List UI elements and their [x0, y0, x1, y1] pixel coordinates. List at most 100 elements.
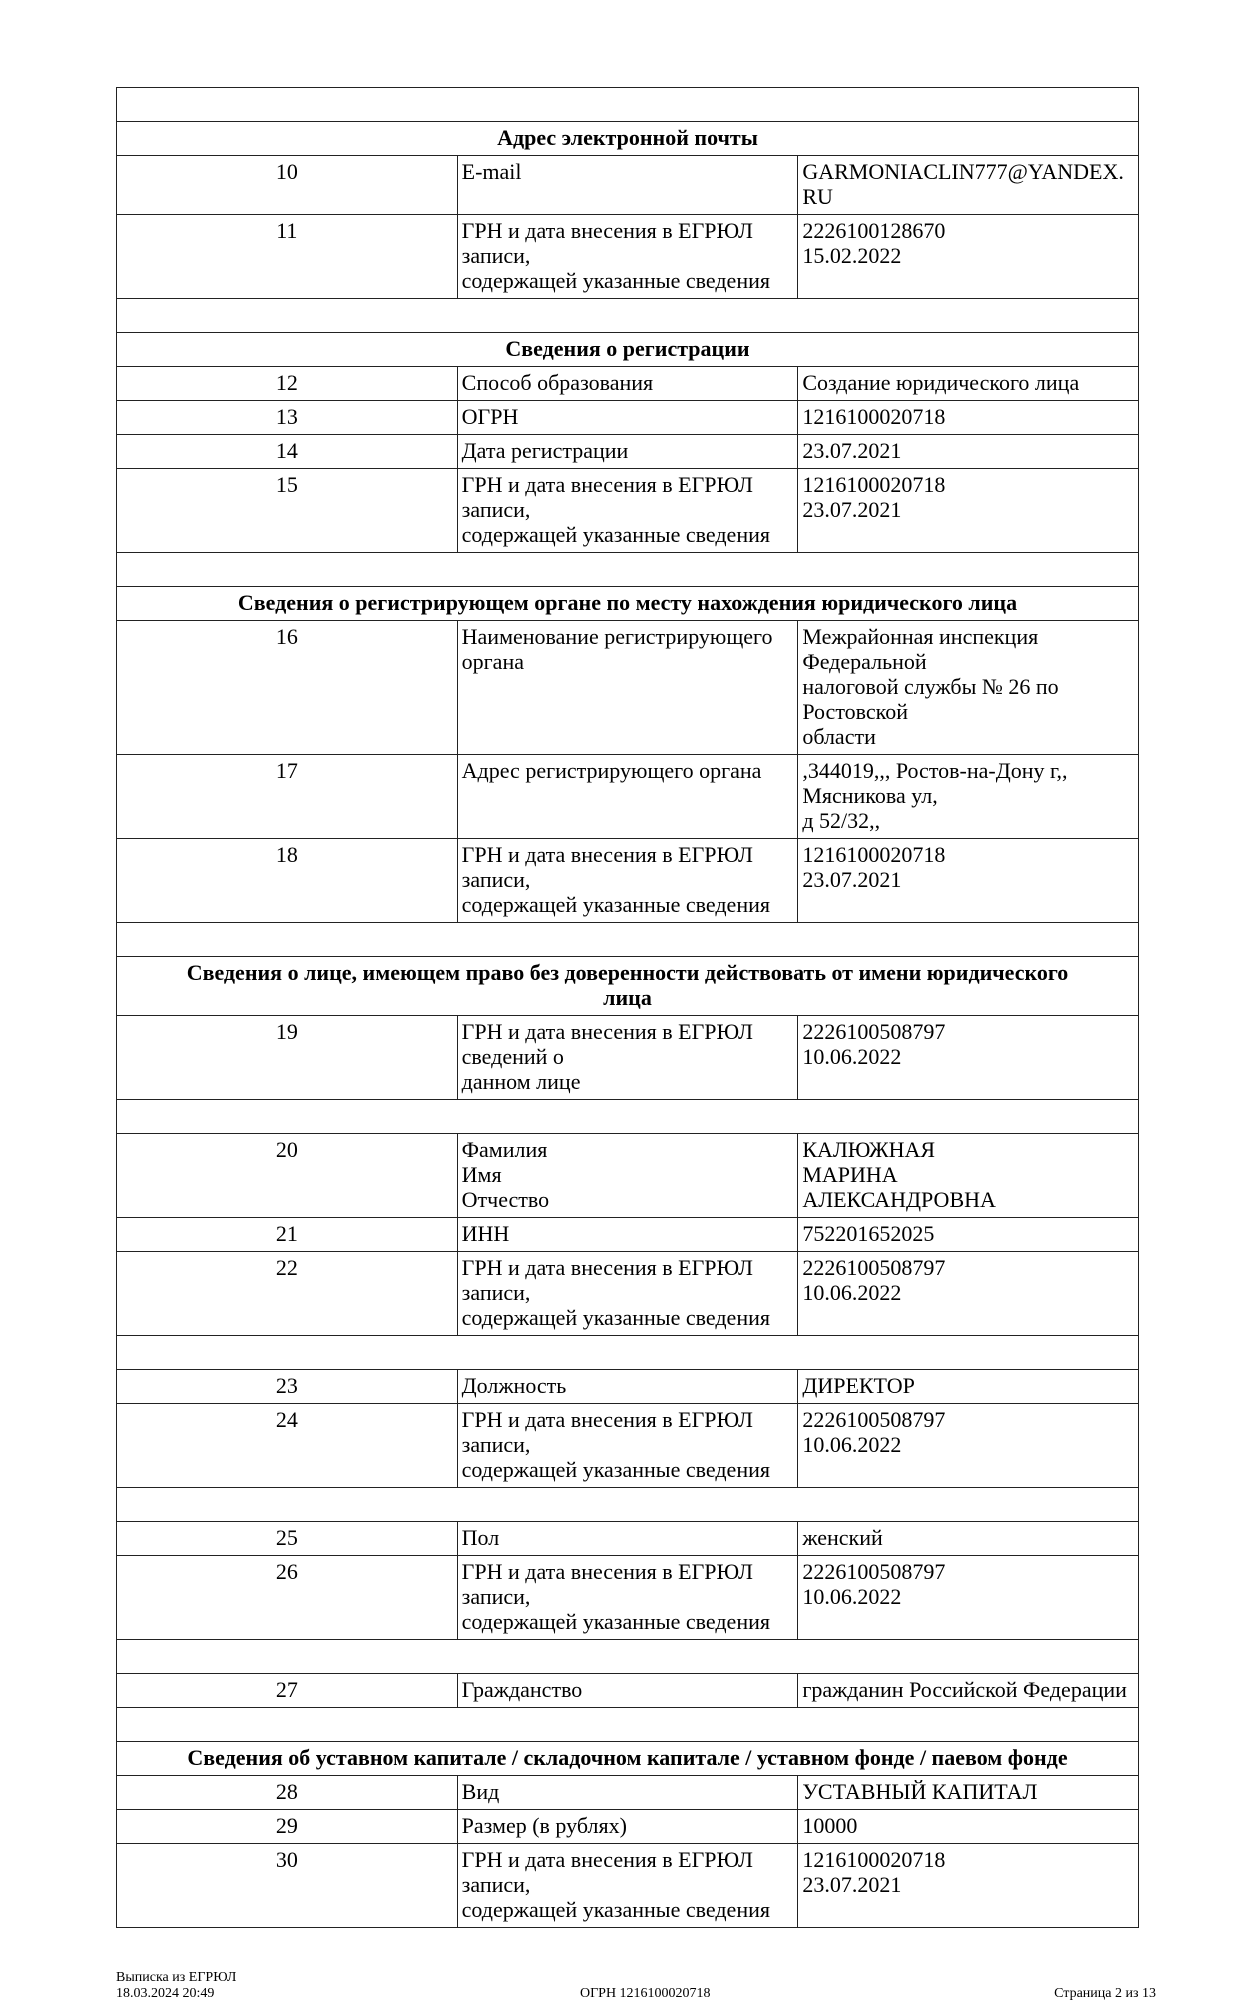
table-row: 21 ИНН 752201652025 — [116, 1217, 1139, 1252]
row-number: 13 — [116, 400, 458, 435]
row-value: 1216100020718 — [797, 400, 1139, 435]
row-value: 2226100508797 10.06.2022 — [797, 1403, 1139, 1488]
empty-row — [116, 298, 1139, 333]
footer-datetime: 18.03.2024 20:49 — [116, 1986, 215, 2001]
row-value: 10000 — [797, 1809, 1139, 1844]
row-value: 2226100508797 10.06.2022 — [797, 1251, 1139, 1336]
row-value: ДИРЕКТОР — [797, 1369, 1139, 1404]
row-label: ГРН и дата внесения в ЕГРЮЛ записи, соде… — [456, 1555, 799, 1640]
empty-row — [116, 1707, 1139, 1742]
empty-cell — [116, 1487, 1139, 1522]
row-number: 23 — [116, 1369, 458, 1404]
row-value: женский — [797, 1521, 1139, 1556]
row-value: 1216100020718 23.07.2021 — [797, 838, 1139, 923]
row-label: ГРН и дата внесения в ЕГРЮЛ записи, соде… — [456, 838, 799, 923]
row-value: 2226100508797 10.06.2022 — [797, 1555, 1139, 1640]
empty-row — [116, 552, 1139, 587]
row-value: 2226100508797 10.06.2022 — [797, 1015, 1139, 1100]
row-label: ИНН — [456, 1217, 799, 1252]
empty-cell — [116, 298, 1139, 333]
row-number: 27 — [116, 1673, 458, 1708]
row-value: Межрайонная инспекция Федеральной налого… — [797, 620, 1139, 755]
row-label: ГРН и дата внесения в ЕГРЮЛ записи, соде… — [456, 1843, 799, 1928]
row-number: 28 — [116, 1775, 458, 1810]
row-label: Размер (в рублях) — [456, 1809, 799, 1844]
row-number: 10 — [116, 155, 458, 215]
table-row: 17 Адрес регистрирующего органа ,344019,,,… — [116, 754, 1139, 839]
row-label: ГРН и дата внесения в ЕГРЮЛ записи, соде… — [456, 1251, 799, 1336]
empty-row — [116, 1487, 1139, 1522]
section-title: Сведения о регистрации — [116, 332, 1139, 367]
table-row: 23 Должность ДИРЕКТОР — [116, 1369, 1139, 1404]
row-number: 22 — [116, 1251, 458, 1336]
row-label: ГРН и дата внесения в ЕГРЮЛ записи, соде… — [456, 468, 799, 553]
table-row: 13 ОГРН 1216100020718 — [116, 400, 1139, 435]
empty-row — [116, 1639, 1139, 1674]
row-value: 1216100020718 23.07.2021 — [797, 468, 1139, 553]
row-label: Пол — [456, 1521, 799, 1556]
empty-row — [116, 1335, 1139, 1370]
table-row: 30 ГРН и дата внесения в ЕГРЮЛ записи, со… — [116, 1843, 1139, 1928]
row-number: 30 — [116, 1843, 458, 1928]
empty-cell — [116, 1335, 1139, 1370]
section-header-row: Адрес электронной почты — [116, 121, 1139, 156]
row-label: E-mail — [456, 155, 799, 215]
table-row: 28 Вид УСТАВНЫЙ КАПИТАЛ — [116, 1775, 1139, 1810]
section-header-row: Сведения о регистрации — [116, 332, 1139, 367]
section-title: Сведения о регистрирующем органе по мест… — [116, 586, 1139, 621]
empty-cell — [116, 1099, 1139, 1134]
row-value: 2226100128670 15.02.2022 — [797, 214, 1139, 299]
row-number: 26 — [116, 1555, 458, 1640]
row-number: 18 — [116, 838, 458, 923]
row-label: Наименование регистрирующего органа — [456, 620, 799, 755]
section-header-row: Сведения об уставном капитале / складочн… — [116, 1741, 1139, 1776]
table-row: 18 ГРН и дата внесения в ЕГРЮЛ записи, со… — [116, 838, 1139, 923]
empty-cell — [116, 1639, 1139, 1674]
row-value: ,344019,,, Ростов-на-Дону г,, Мясникова … — [797, 754, 1139, 839]
row-number: 12 — [116, 366, 458, 401]
empty-row — [116, 87, 1139, 122]
egrul-table: Адрес электронной почты 10 E-mail GARMONIAC… — [116, 87, 1139, 1928]
row-value: GARMONIACLIN777@YANDEX.RU — [797, 155, 1139, 215]
row-label: ОГРН — [456, 400, 799, 435]
row-value: УСТАВНЫЙ КАПИТАЛ — [797, 1775, 1139, 1810]
row-number: 14 — [116, 434, 458, 469]
footer-page-number: Страница 2 из 13 — [1054, 1986, 1156, 2001]
row-value: гражданин Российской Федерации — [797, 1673, 1139, 1708]
table-row: 16 Наименование регистрирующего органа Меж… — [116, 620, 1139, 755]
row-label: Адрес регистрирующего органа — [456, 754, 799, 839]
row-label: Способ образования — [456, 366, 799, 401]
row-number: 24 — [116, 1403, 458, 1488]
row-value: 752201652025 — [797, 1217, 1139, 1252]
table-row: 26 ГРН и дата внесения в ЕГРЮЛ записи, со… — [116, 1555, 1139, 1640]
row-number: 20 — [116, 1133, 458, 1218]
row-value: 1216100020718 23.07.2021 — [797, 1843, 1139, 1928]
row-label: Вид — [456, 1775, 799, 1810]
row-number: 16 — [116, 620, 458, 755]
row-label: ГРН и дата внесения в ЕГРЮЛ сведений о д… — [456, 1015, 799, 1100]
table-row: 29 Размер (в рублях) 10000 — [116, 1809, 1139, 1844]
footer-doc-name: Выписка из ЕГРЮЛ — [116, 1970, 237, 1985]
section-title: Адрес электронной почты — [116, 121, 1139, 156]
document-page: Адрес электронной почты 10 E-mail GARMONIAC… — [116, 87, 1156, 2001]
row-label: Должность — [456, 1369, 799, 1404]
table-row: 15 ГРН и дата внесения в ЕГРЮЛ записи, со… — [116, 468, 1139, 553]
footer-left: Выписка из ЕГРЮЛ 18.03.2024 20:49 — [116, 1970, 236, 2002]
row-number: 15 — [116, 468, 458, 553]
section-header-row: Сведения о лице, имеющем право без довер… — [116, 956, 1139, 1016]
table-row: 27 Гражданство гражданин Российской Федера… — [116, 1673, 1139, 1708]
table-row: 12 Способ образования Создание юридическог… — [116, 366, 1139, 401]
empty-cell — [116, 552, 1139, 587]
table-row: 11 ГРН и дата внесения в ЕГРЮЛ записи, со… — [116, 214, 1139, 299]
page-footer: Выписка из ЕГРЮЛ 18.03.2024 20:49 ОГРН 1… — [116, 1970, 1156, 2002]
section-header-row: Сведения о регистрирующем органе по мест… — [116, 586, 1139, 621]
row-label: Фамилия Имя Отчество — [456, 1133, 799, 1218]
row-number: 29 — [116, 1809, 458, 1844]
row-label: ГРН и дата внесения в ЕГРЮЛ записи, соде… — [456, 1403, 799, 1488]
row-number: 25 — [116, 1521, 458, 1556]
empty-cell — [116, 1707, 1139, 1742]
table-row: 22 ГРН и дата внесения в ЕГРЮЛ записи, со… — [116, 1251, 1139, 1336]
table-row: 20 Фамилия Имя Отчество КАЛЮЖНАЯ МАРИНА АЛ… — [116, 1133, 1139, 1218]
empty-cell — [116, 87, 1139, 122]
section-title: Сведения о лице, имеющем право без довер… — [116, 956, 1139, 1016]
